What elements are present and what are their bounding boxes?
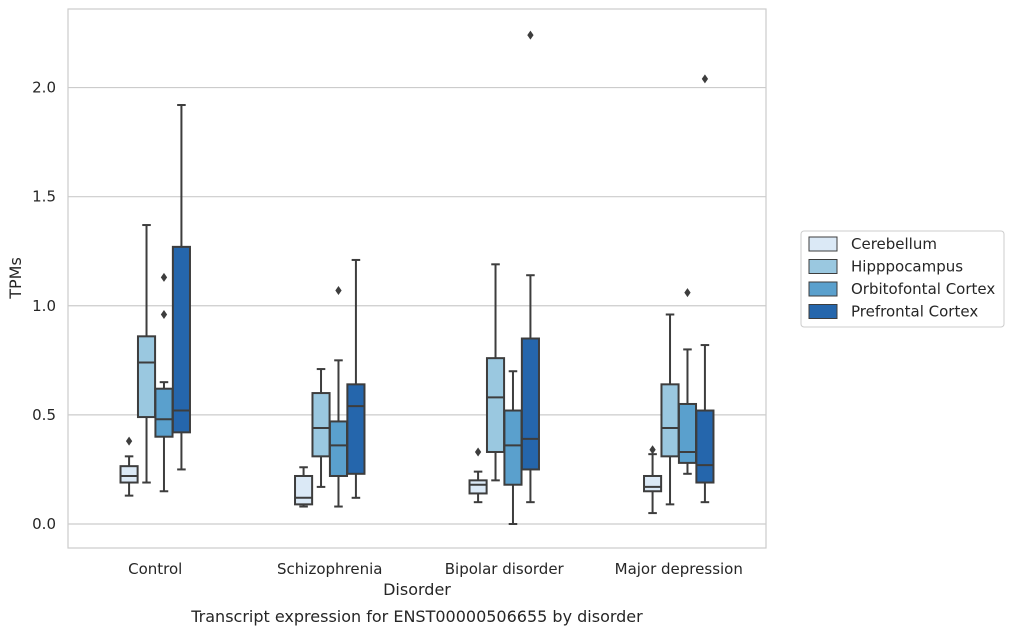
x-tick-label: Bipolar disorder — [445, 560, 565, 578]
outlier-marker — [527, 30, 534, 40]
legend-swatch — [808, 259, 838, 274]
box-iqr — [695, 409, 715, 484]
legend: Cerebellum Hipppocampus Orbitofontal Corte… — [800, 230, 1005, 328]
box-prefrontal-cortex — [171, 104, 191, 471]
box-cerebellum — [468, 447, 488, 504]
box-iqr — [171, 245, 191, 434]
chart-caption: Transcript expression for ENST0000050665… — [190, 607, 643, 626]
box-cerebellum — [294, 466, 314, 508]
box-hipppocampus — [660, 313, 680, 506]
y-axis-label: TPMs — [6, 257, 25, 300]
legend-frame — [800, 230, 1005, 328]
legend-label: Prefrontal Cortex — [851, 303, 978, 321]
box-cerebellum — [119, 436, 139, 497]
box-iqr — [643, 474, 663, 493]
box-iqr — [346, 383, 366, 475]
outlier-marker — [160, 272, 168, 282]
box-hipppocampus — [485, 263, 506, 482]
box-prefrontal-cortex — [695, 74, 715, 504]
x-tick-label: Schizophrenia — [277, 560, 382, 578]
box-iqr — [294, 474, 314, 506]
legend-swatch — [808, 304, 838, 319]
y-tick-label: 0.5 — [32, 406, 56, 424]
outlier-marker — [160, 310, 168, 320]
plot-frame — [67, 8, 767, 549]
box-hipppocampus — [136, 224, 157, 484]
box-iqr — [119, 465, 139, 484]
legend-swatch — [808, 236, 838, 252]
box-prefrontal-cortex — [520, 30, 540, 504]
outlier-marker — [474, 447, 482, 457]
outlier-marker — [649, 445, 656, 455]
outlier-marker — [701, 74, 709, 84]
y-tick-labels: 0.0 0.5 1.0 1.5 2.0 — [32, 79, 56, 533]
legend-swatch — [808, 281, 838, 297]
x-axis-label: Disorder — [383, 580, 451, 599]
outlier-marker — [125, 436, 133, 446]
x-tick-label: Major depression — [615, 560, 743, 578]
box-iqr — [485, 357, 506, 453]
box-cerebellum — [643, 445, 663, 515]
box-iqr — [520, 337, 540, 471]
box-orbitofontal-cortex — [154, 272, 174, 493]
box-orbitofontal-cortex — [677, 288, 698, 475]
y-tick-label: 2.0 — [32, 79, 56, 97]
y-tick-label: 1.0 — [32, 297, 56, 315]
box-iqr — [660, 383, 680, 458]
box-iqr — [677, 402, 698, 464]
box-iqr — [468, 479, 488, 495]
x-tick-label: Control — [128, 560, 182, 578]
box-iqr — [503, 409, 523, 486]
box-groups — [119, 30, 715, 525]
y-tick-label: 1.5 — [32, 188, 56, 206]
box-iqr — [328, 420, 349, 477]
outlier-marker — [335, 286, 342, 296]
legend-label: Cerebellum — [851, 235, 937, 253]
box-iqr — [311, 392, 331, 458]
box-prefrontal-cortex — [346, 258, 366, 499]
outlier-marker — [684, 288, 691, 298]
box-iqr — [136, 335, 157, 419]
legend-label: Hipppocampus — [851, 258, 963, 276]
y-tick-label: 0.0 — [32, 515, 56, 533]
box-orbitofontal-cortex — [328, 286, 349, 508]
legend-label: Orbitofontal Cortex — [851, 280, 995, 298]
box-iqr — [154, 387, 174, 438]
x-tick-labels: Control Schizophrenia Bipolar disorder Majo… — [128, 560, 743, 578]
